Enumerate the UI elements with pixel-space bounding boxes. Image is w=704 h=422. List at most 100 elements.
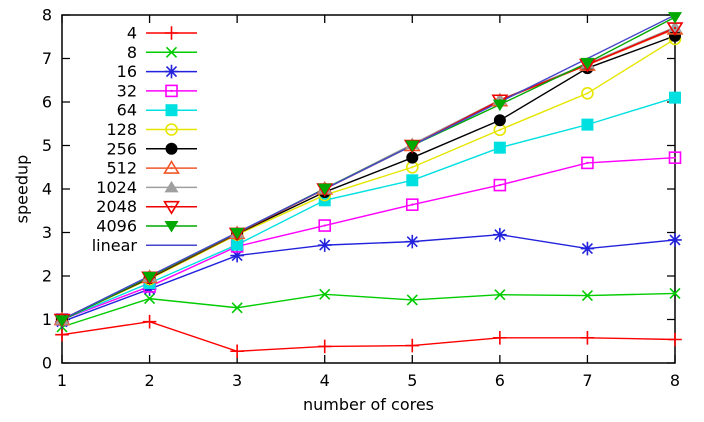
legend-item-2048: 2048 [96,197,197,216]
legend-item-128: 128 [106,120,197,139]
marker-plus [230,344,244,359]
marker-asterisk [493,227,507,242]
marker-triangle-down-filled [142,271,157,284]
legend-item-4: 4 [127,24,197,43]
marker-plus [55,327,69,342]
marker-triangle-down-filled [580,57,595,70]
legend-label-256: 256 [106,139,137,158]
marker-x [231,302,243,314]
y-tick-label-0: 0 [42,354,52,373]
series-8-line [61,292,676,328]
legend-item-32: 32 [117,81,197,100]
marker-circle-open [165,123,178,136]
legend-item-1024: 1024 [96,178,197,197]
marker-circle-filled [165,142,178,155]
legend-item-64: 64 [117,101,197,120]
marker-plus [668,332,682,347]
series-8-markers [56,287,681,333]
marker-triangle-down-filled [317,183,332,196]
marker-triangle-down-filled [492,99,507,112]
marker-x [494,289,506,301]
y-tick-label-1: 1 [42,310,52,329]
marker-x [406,294,418,306]
marker-triangle-down-filled [164,221,179,233]
series-256-line [61,35,676,321]
legend-label-512: 512 [106,159,137,178]
y-tick-label-8: 8 [42,6,52,25]
marker-asterisk [164,64,179,79]
marker-square-filled [165,104,178,117]
marker-square-open [493,178,507,192]
legend-label-64: 64 [117,101,137,120]
y-axis-label: speedup [12,154,32,224]
marker-square-open [165,84,178,98]
x-axis-label: number of cores [302,395,435,414]
marker-x [669,287,681,299]
x-tick-label-7: 7 [582,371,592,390]
x-tick-label-3: 3 [232,371,242,390]
series-32-line [61,156,676,321]
marker-circle-open [581,87,594,100]
legend-item-linear: linear [92,236,197,255]
marker-triangle-down-open [163,200,180,215]
marker-square-filled [406,174,419,187]
marker-circle-filled [406,151,419,164]
series-4096-markers [55,12,682,327]
marker-square-open [668,151,682,164]
legend-item-16: 16 [117,62,197,81]
y-tick-label-4: 4 [42,180,52,199]
marker-plus [405,338,420,353]
series-linear-line [61,14,676,321]
legend-item-256: 256 [106,139,197,158]
marker-asterisk [580,241,595,256]
marker-square-open [405,198,419,211]
y-tick-label-2: 2 [42,267,52,286]
legend-label-16: 16 [117,62,137,81]
marker-triangle-down-filled [55,315,69,327]
marker-x [319,288,331,300]
marker-square-filled [493,141,506,154]
legend-label-128: 128 [106,120,137,139]
marker-plus [580,330,595,345]
marker-triangle-up-filled [164,180,179,193]
legend-label-4: 4 [127,24,137,43]
marker-square-filled [669,91,681,104]
y-tick-label-7: 7 [42,49,52,68]
series-16-line [61,233,676,323]
marker-square-open [318,219,332,232]
legend-label-2048: 2048 [96,197,137,216]
marker-square-filled [231,238,244,251]
marker-plus [142,314,157,329]
marker-triangle-up-open [163,160,180,174]
marker-plus [317,339,332,354]
marker-x [144,293,156,305]
legend-item-512: 512 [106,159,197,178]
marker-triangle-down-filled [405,140,420,152]
marker-x [581,290,593,302]
legend-label-linear: linear [92,236,138,255]
marker-asterisk [142,282,157,296]
x-tick-label-5: 5 [407,371,417,390]
marker-plus [164,26,179,40]
legend-label-32: 32 [117,81,137,100]
x-tick-label-1: 1 [57,371,67,390]
series-128-line [61,38,676,321]
legend-label-8: 8 [127,43,137,62]
series-4-markers [55,314,682,359]
marker-plus [493,330,507,345]
marker-square-open [581,156,594,170]
legend-item-8: 8 [127,43,197,62]
marker-triangle-down-filled [668,12,682,24]
legend-item-4096: 4096 [96,217,197,236]
series-64-line [61,96,676,321]
marker-asterisk [317,238,332,252]
legend-label-4096: 4096 [96,217,137,236]
marker-asterisk [230,248,244,263]
marker-square-filled [581,118,594,131]
x-tick-label-8: 8 [670,371,680,390]
x-tick-label-6: 6 [495,371,505,390]
marker-triangle-down-filled [230,227,245,240]
